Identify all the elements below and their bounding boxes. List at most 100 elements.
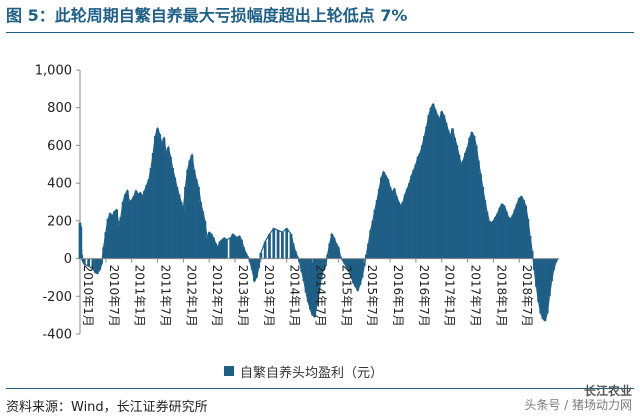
area-bar xyxy=(138,192,142,259)
area-bar xyxy=(466,147,469,259)
area-bar xyxy=(528,235,532,259)
area-bar xyxy=(375,200,379,259)
x-axis: 2010年1月 2010年7月 2011年1月 2011年7月 2012年1月 2012年… xyxy=(79,258,558,327)
area-bar xyxy=(522,200,525,259)
area-bar xyxy=(108,213,112,259)
area-bar xyxy=(248,258,252,263)
y-tick-label: 400 xyxy=(47,177,72,192)
area-bar xyxy=(186,169,190,259)
area-bar xyxy=(205,237,209,259)
area-bar xyxy=(317,258,321,293)
area-bar xyxy=(171,168,174,259)
area-bar xyxy=(431,103,435,259)
area-bar xyxy=(448,136,452,259)
area-bar xyxy=(392,188,396,259)
area-bar xyxy=(164,152,168,259)
x-tick-label: 2017年7月 xyxy=(469,265,483,327)
area-bar xyxy=(98,258,102,270)
area-bar xyxy=(151,152,155,259)
area-bar xyxy=(369,230,373,259)
area-bar xyxy=(281,232,284,259)
area-bar xyxy=(199,202,202,259)
area-bar xyxy=(160,143,164,259)
area-bar xyxy=(438,119,441,259)
area-bar xyxy=(537,258,540,302)
area-bar xyxy=(397,202,401,259)
area-bar xyxy=(532,258,536,270)
area-bar xyxy=(420,145,424,259)
area-bar xyxy=(433,109,437,259)
area-bar xyxy=(179,202,183,259)
area-bar xyxy=(242,247,246,259)
area-bar xyxy=(511,215,515,259)
area-bar xyxy=(212,237,215,259)
area-bar xyxy=(481,186,485,259)
area-bar xyxy=(240,239,243,259)
y-tick-label: 600 xyxy=(47,139,72,154)
area-bar xyxy=(203,220,207,259)
area-bar xyxy=(309,258,312,310)
area-bar xyxy=(395,196,398,259)
area-bar xyxy=(313,258,317,318)
area-bar xyxy=(354,258,357,287)
area-bar xyxy=(440,111,444,259)
area-bar xyxy=(276,230,280,259)
area-bar xyxy=(319,258,323,280)
area-bar xyxy=(414,164,418,259)
area-bar xyxy=(94,258,97,273)
area-bar xyxy=(102,247,106,259)
x-tick-label: 2011年1月 xyxy=(133,265,147,327)
area-bar xyxy=(330,234,334,259)
area-bar xyxy=(91,258,95,269)
area-bar xyxy=(349,258,353,278)
area-bar xyxy=(494,217,497,259)
area-bar xyxy=(410,175,413,259)
area-bar xyxy=(360,258,364,278)
area-bar xyxy=(119,217,123,259)
area-bar xyxy=(539,258,543,314)
area-bar xyxy=(550,258,553,282)
area-bar xyxy=(311,258,314,316)
area-bar xyxy=(169,156,172,259)
y-tick-label: 800 xyxy=(47,101,72,116)
area-bar xyxy=(237,235,241,259)
area-bar xyxy=(367,243,370,259)
area-bar xyxy=(153,136,157,259)
area-bar xyxy=(401,202,405,259)
area-bar xyxy=(498,207,502,259)
area-bar xyxy=(229,237,233,259)
area-bar xyxy=(194,179,198,259)
area-bar xyxy=(141,196,144,259)
x-tick-label: 2012年1月 xyxy=(184,265,198,327)
area-bar xyxy=(356,258,360,291)
chart-canvas: -400 -200 0 200 400 600 800 1,000 2010年1月 2010年7… xyxy=(35,64,560,343)
area-bar xyxy=(158,134,162,259)
area-bar xyxy=(541,258,545,319)
area-bar xyxy=(526,218,530,259)
area-bar xyxy=(207,232,211,259)
area-bar xyxy=(177,194,181,259)
area-bar xyxy=(104,232,108,259)
area-bar xyxy=(315,258,319,306)
area-bar xyxy=(545,258,549,314)
area-bar xyxy=(509,218,512,259)
legend: 自繁自养头均盈利（元） xyxy=(224,362,383,381)
area-bar xyxy=(386,179,390,259)
area-bar xyxy=(429,107,433,259)
legend-swatch xyxy=(224,366,234,376)
area-bar xyxy=(468,137,472,259)
area-bar xyxy=(201,211,205,259)
area-bar xyxy=(371,220,375,259)
area-bar xyxy=(209,234,213,259)
area-bar xyxy=(302,258,306,282)
area-bar xyxy=(291,243,295,259)
area-bar xyxy=(470,132,474,259)
area-bar xyxy=(474,145,478,259)
area-bar xyxy=(324,258,327,267)
area-bar xyxy=(334,243,338,259)
area-bar xyxy=(390,192,394,259)
area-bar xyxy=(457,154,461,259)
y-tick-label: 200 xyxy=(47,214,72,229)
area-bar xyxy=(123,194,127,259)
area-bar xyxy=(220,239,224,259)
